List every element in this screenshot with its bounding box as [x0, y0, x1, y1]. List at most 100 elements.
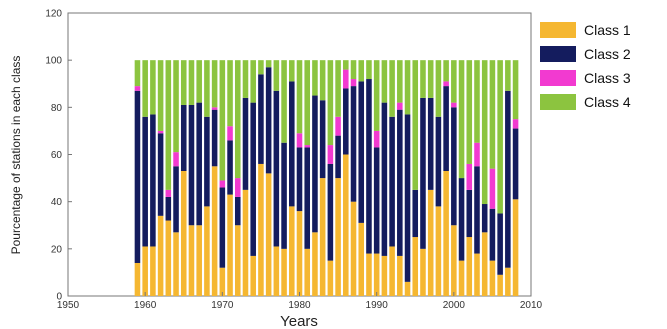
bar-segment-class-3-1959	[134, 86, 141, 91]
x-axis: 1950 1960 1970 1980 1990 2000 2010	[57, 292, 543, 311]
bar-segment-class-4-1962	[157, 60, 164, 131]
bar-segment-class-1-1998	[435, 206, 442, 296]
bar-segment-class-2-1998	[435, 116, 442, 207]
bar-segment-class-4-1998	[435, 60, 442, 117]
bar-segment-class-2-2004	[481, 204, 488, 233]
bar-segment-class-2-1982	[312, 95, 318, 233]
bar-segment-class-4-1992	[389, 60, 395, 117]
bar-segment-class-4-1997	[427, 60, 434, 98]
bar-segment-class-1-1969	[211, 166, 218, 296]
bar-segment-class-1-1996	[420, 248, 426, 296]
bar-segment-class-2-1974	[250, 102, 256, 256]
bar-segment-class-4-1975	[258, 60, 264, 75]
bar-segment-class-4-1982	[312, 60, 318, 96]
bar-segment-class-2-1995	[412, 189, 419, 238]
bar-segment-class-4-1988	[358, 60, 365, 82]
bar-segment-class-2-1960	[142, 116, 148, 247]
bar-segment-class-3-1963	[165, 189, 172, 197]
bar-segment-class-4-1991	[381, 60, 388, 103]
bar-segment-class-1-1979	[289, 206, 295, 296]
bar-segment-class-1-2002	[466, 237, 473, 296]
bar-segment-class-1-1977	[273, 246, 280, 296]
bar-segment-class-2-1965	[180, 104, 187, 171]
bar-segment-class-4-1970	[219, 60, 226, 181]
bar-segment-class-2-1986	[343, 88, 349, 155]
bar-segment-class-4-1960	[142, 60, 148, 117]
bar-segment-class-1-1963	[165, 220, 172, 296]
bar-segment-class-3-2005	[489, 168, 496, 209]
bar-segment-class-3-1972	[234, 178, 241, 197]
y-tick-label: 120	[45, 9, 62, 20]
bar-segment-class-2-1989	[366, 79, 372, 254]
bar-segment-class-4-2000	[451, 60, 457, 103]
x-tick-label: 1980	[288, 300, 311, 311]
x-tick-label: 1960	[134, 300, 157, 311]
bar-segment-class-2-1971	[227, 140, 233, 195]
bars-group	[134, 60, 519, 297]
bar-segment-class-1-2008	[512, 199, 519, 296]
bar-segment-class-1-1965	[180, 171, 187, 296]
bar-segment-class-4-2004	[481, 60, 488, 205]
bar-segment-class-1-1973	[242, 189, 249, 297]
bar-segment-class-2-1992	[389, 116, 395, 247]
y-tick-label: 20	[51, 244, 63, 255]
bar-segment-class-4-1999	[443, 60, 449, 82]
bar-segment-class-1-2004	[481, 232, 488, 296]
bar-segment-class-3-1999	[443, 81, 449, 87]
bar-segment-class-1-1962	[157, 215, 164, 296]
legend-label-class-2: Class 2	[584, 46, 631, 62]
bar-segment-class-4-1985	[335, 60, 341, 117]
bar-segment-class-4-1968	[204, 60, 210, 117]
y-tick-label: 80	[51, 103, 63, 114]
bar-segment-class-1-2007	[505, 267, 511, 296]
bar-segment-class-1-1961	[150, 246, 156, 296]
bar-segment-class-1-1971	[227, 194, 233, 296]
legend-swatch-class-4	[540, 94, 576, 110]
bar-segment-class-3-1984	[327, 145, 334, 164]
bar-segment-class-2-1969	[211, 109, 218, 167]
y-tick-label: 100	[45, 56, 62, 67]
bar-segment-class-3-1990	[373, 130, 380, 148]
bar-segment-class-4-1995	[412, 60, 419, 190]
bar-segment-class-1-1991	[381, 255, 388, 296]
bar-segment-class-4-2002	[466, 60, 473, 164]
bar-segment-class-2-1990	[373, 147, 380, 254]
bar-segment-class-4-1961	[150, 60, 156, 115]
bar-segment-class-4-1981	[304, 60, 310, 146]
bar-segment-class-1-1984	[327, 260, 334, 297]
bar-segment-class-4-1987	[350, 60, 357, 80]
bar-segment-class-2-1984	[327, 163, 334, 261]
bar-segment-class-1-1989	[366, 253, 372, 296]
bar-segment-class-3-1985	[335, 116, 341, 136]
bar-segment-class-2-1985	[335, 135, 341, 179]
bar-segment-class-2-1994	[404, 114, 411, 282]
bar-segment-class-1-1994	[404, 281, 411, 296]
bar-segment-class-2-1983	[319, 100, 326, 179]
bar-segment-class-1-1985	[335, 178, 341, 296]
bar-segment-class-2-1996	[420, 97, 426, 249]
legend-label-class-3: Class 3	[584, 70, 631, 86]
bar-segment-class-4-1964	[173, 60, 179, 153]
bar-segment-class-1-1968	[204, 206, 210, 296]
bar-segment-class-3-1987	[350, 79, 357, 87]
bar-segment-class-1-1990	[373, 253, 380, 296]
bar-segment-class-3-1969	[211, 107, 218, 110]
bar-segment-class-1-1967	[196, 225, 202, 296]
bar-segment-class-2-1978	[281, 142, 287, 249]
bar-segment-class-2-2000	[451, 107, 457, 226]
bar-segment-class-4-1959	[134, 60, 141, 87]
bar-segment-class-2-1970	[219, 187, 226, 268]
bar-segment-class-1-2006	[497, 274, 503, 296]
x-tick-label: 1950	[57, 300, 80, 311]
legend: Class 1 Class 2 Class 3 Class 4	[540, 22, 631, 110]
x-tick-label: 1970	[211, 300, 234, 311]
x-tick-label: 2000	[443, 300, 466, 311]
bar-segment-class-1-1981	[304, 248, 310, 296]
bar-segment-class-1-1964	[173, 232, 179, 296]
bar-segment-class-4-1984	[327, 60, 334, 146]
y-axis: 0 20 40 60 80 100 120	[45, 9, 72, 303]
bar-segment-class-4-1967	[196, 60, 202, 103]
bar-segment-class-1-2000	[451, 225, 457, 296]
bar-segment-class-4-1993	[397, 60, 403, 103]
